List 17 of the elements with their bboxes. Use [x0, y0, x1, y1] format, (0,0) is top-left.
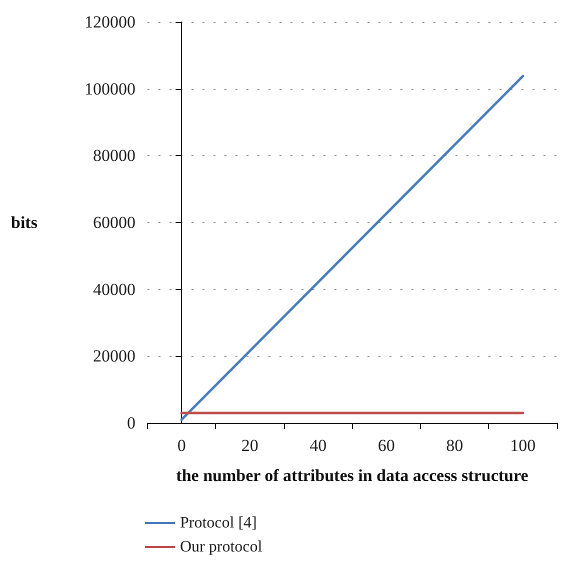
y-tick-label: 20000	[92, 346, 136, 366]
y-tick-label: 120000	[84, 12, 136, 32]
x-tick-label: 20	[241, 436, 258, 455]
x-tick-label: 60	[378, 436, 395, 455]
legend-label: Protocol [4]	[180, 514, 257, 532]
y-tick-label: 100000	[84, 79, 136, 98]
y-tick-label: 60000	[92, 213, 136, 232]
x-tick-label: 0	[177, 436, 186, 455]
x-tick-label: 80	[446, 436, 464, 455]
x-tick-label: 40	[310, 436, 327, 455]
y-axis-title: bits	[10, 213, 38, 232]
y-tick-label: 0	[126, 414, 136, 432]
x-tick-label: 100	[510, 436, 536, 455]
y-tick-label: 80000	[92, 146, 136, 166]
y-tick-label: 40000	[92, 280, 136, 299]
x-axis-title: the number of attributes in data access structure	[176, 466, 529, 485]
legend-label: Our protocol	[180, 538, 263, 556]
